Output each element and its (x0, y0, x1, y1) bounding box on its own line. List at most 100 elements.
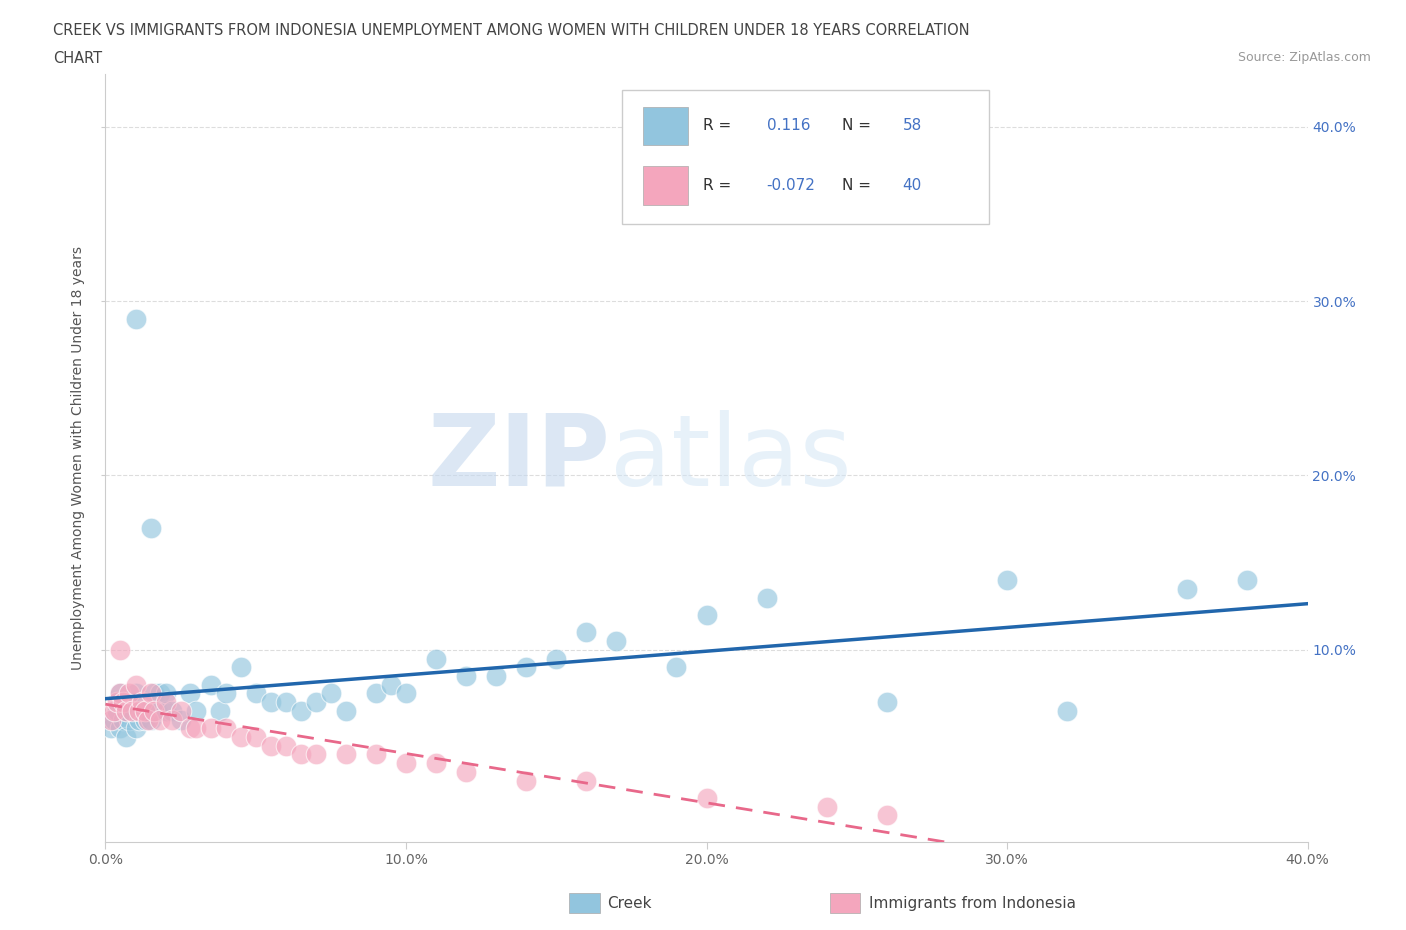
Point (139, 521, 162, 536)
Point (274, 738, 297, 753)
Point (364, 686, 387, 701)
Point (169, 703, 191, 718)
Point (815, 800, 838, 815)
Point (1175, 581, 1198, 596)
Point (1236, 573, 1258, 588)
Point (148, 686, 170, 701)
Point (160, 712, 183, 727)
Point (124, 677, 146, 692)
Point (245, 729, 267, 744)
Point (395, 756, 418, 771)
Point (115, 703, 138, 718)
Point (121, 703, 143, 718)
Point (575, 625, 598, 640)
Point (124, 312, 146, 326)
Text: -0.072: -0.072 (766, 179, 815, 193)
Text: Creek: Creek (607, 897, 652, 911)
Point (696, 790, 718, 805)
Point (136, 712, 159, 727)
Point (876, 808, 898, 823)
Point (290, 747, 312, 762)
Point (200, 677, 222, 692)
Point (755, 591, 778, 605)
Text: 0.116: 0.116 (766, 118, 810, 133)
Point (139, 712, 162, 727)
Point (112, 712, 135, 727)
Point (155, 686, 177, 701)
Point (136, 703, 159, 718)
Text: 58: 58 (903, 118, 922, 133)
Text: atlas: atlas (610, 409, 852, 507)
Point (169, 712, 191, 727)
Point (364, 747, 387, 762)
Text: Immigrants from Indonesia: Immigrants from Indonesia (869, 897, 1076, 911)
Text: ZIP: ZIP (427, 409, 610, 507)
Point (425, 651, 447, 666)
Point (184, 721, 207, 736)
Point (208, 703, 231, 718)
Point (184, 703, 207, 718)
Point (1056, 703, 1078, 718)
Point (380, 677, 402, 692)
Point (665, 660, 688, 675)
Point (274, 695, 297, 710)
Point (229, 660, 252, 675)
Point (335, 703, 357, 718)
Point (118, 686, 141, 701)
Point (155, 703, 177, 718)
Text: CREEK VS IMMIGRANTS FROM INDONESIA UNEMPLOYMENT AMONG WOMEN WITH CHILDREN UNDER : CREEK VS IMMIGRANTS FROM INDONESIA UNEMP… (53, 23, 970, 38)
Point (110, 686, 132, 701)
Point (115, 729, 138, 744)
Point (155, 695, 177, 710)
Point (160, 703, 183, 718)
Point (124, 721, 146, 736)
Point (118, 712, 141, 727)
Point (142, 686, 165, 701)
Point (128, 703, 150, 718)
Text: N =: N = (842, 118, 876, 133)
Text: R =: R = (703, 179, 735, 193)
Point (696, 607, 718, 622)
FancyBboxPatch shape (643, 166, 689, 205)
Point (112, 695, 135, 710)
Point (335, 747, 357, 762)
Point (876, 695, 898, 710)
Y-axis label: Unemployment Among Women with Children Under 18 years: Unemployment Among Women with Children U… (72, 246, 86, 670)
Point (485, 669, 508, 684)
Point (995, 573, 1018, 588)
Text: 40: 40 (903, 179, 922, 193)
Point (515, 773, 537, 788)
Point (110, 643, 132, 658)
Point (142, 703, 165, 718)
Point (425, 756, 447, 771)
Point (179, 686, 201, 701)
Text: R =: R = (703, 118, 735, 133)
Point (214, 721, 236, 736)
Point (290, 703, 312, 718)
Point (319, 686, 342, 701)
Point (260, 695, 283, 710)
Point (115, 703, 138, 718)
Point (131, 703, 153, 718)
Point (110, 686, 132, 701)
Point (107, 695, 129, 710)
Point (395, 686, 418, 701)
Point (124, 686, 146, 701)
Point (139, 686, 162, 701)
Point (575, 773, 598, 788)
Point (546, 651, 568, 666)
Text: CHART: CHART (53, 51, 103, 66)
Point (179, 721, 201, 736)
Point (605, 633, 627, 648)
Point (134, 712, 156, 727)
Point (305, 747, 328, 762)
Point (454, 669, 477, 684)
Point (229, 729, 252, 744)
Point (245, 686, 267, 701)
Point (454, 764, 477, 779)
Point (145, 703, 167, 718)
Point (103, 712, 125, 727)
FancyBboxPatch shape (623, 90, 988, 224)
Point (128, 712, 150, 727)
Text: N =: N = (842, 179, 876, 193)
